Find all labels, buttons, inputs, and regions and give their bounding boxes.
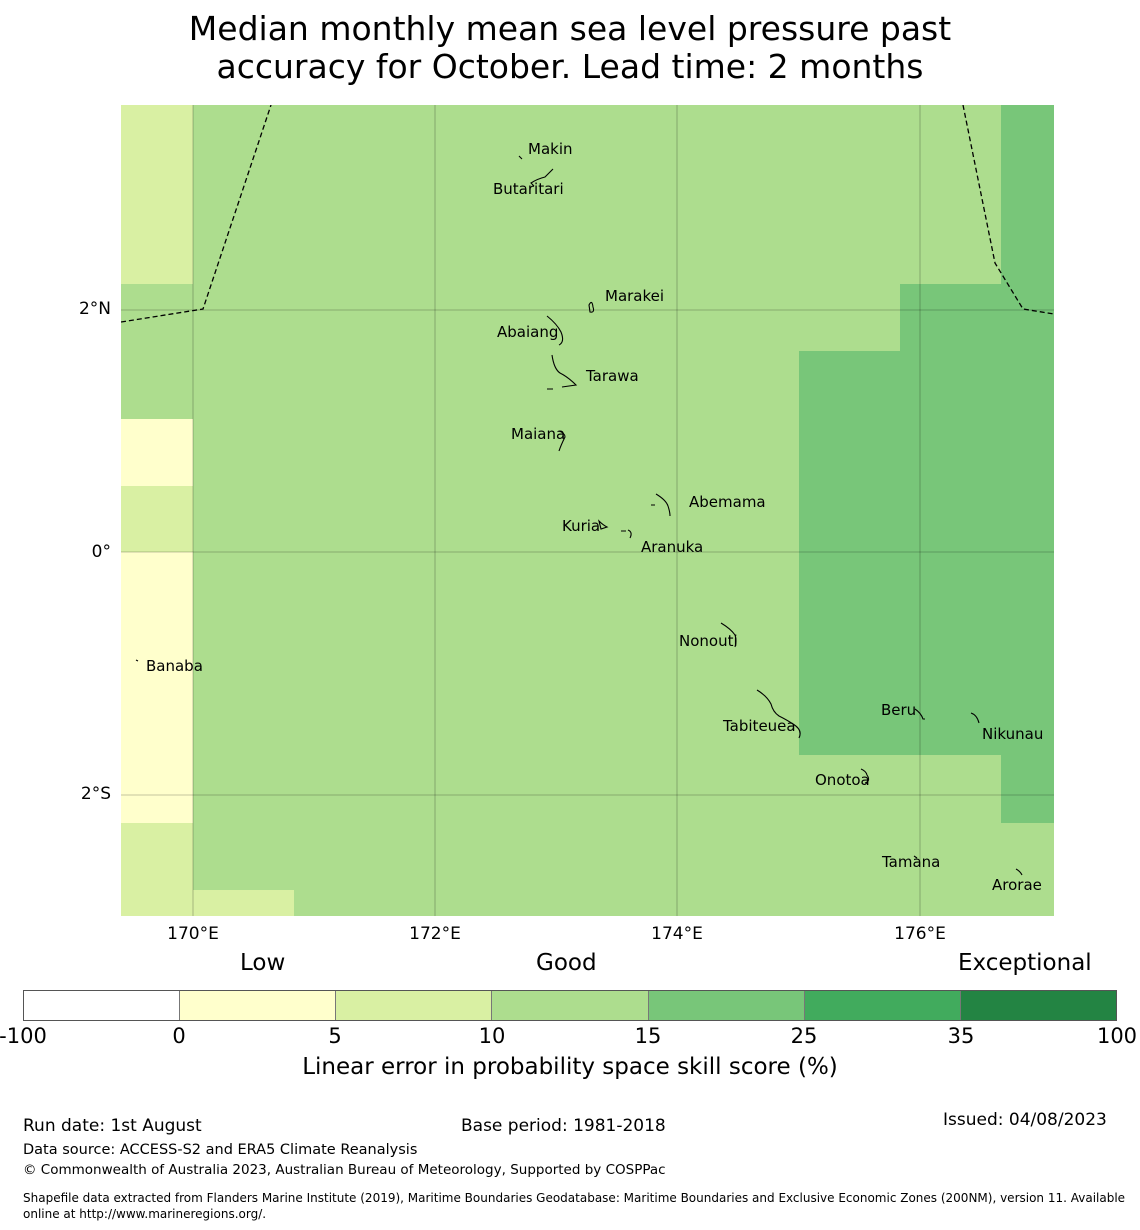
lon-label: 172°E: [409, 924, 461, 944]
place-label: Banaba: [146, 657, 203, 675]
island-banaba: [135, 659, 139, 662]
legend-category-exceptional: Exceptional: [958, 950, 1092, 976]
map-cell-east: [1001, 105, 1054, 284]
eez-boundary-west: [121, 105, 272, 323]
island-tamana: [913, 855, 918, 859]
place-label: Maiana: [511, 425, 565, 443]
colorbar-segment: [960, 991, 1116, 1020]
map-cell-west: [121, 486, 193, 552]
data-source: Data source: ACCESS-S2 and ERA5 Climate …: [23, 1142, 418, 1158]
colorbar-title: Linear error in probability space skill …: [302, 1054, 838, 1080]
chart-title: Median monthly mean sea level pressure p…: [0, 10, 1140, 86]
colorbar-segment: [492, 991, 649, 1020]
place-label: Tabiteuea: [722, 717, 796, 735]
colorbar-tick: 5: [328, 1024, 342, 1048]
map-cell-east: [1001, 755, 1054, 823]
place-label: Arorae: [992, 876, 1042, 894]
place-label: Abaiang: [497, 323, 558, 341]
place-label: Tamana: [881, 853, 940, 871]
island-kuria: [597, 519, 609, 530]
lon-label: 170°E: [167, 924, 219, 944]
colorbar-tick: 0: [172, 1024, 186, 1048]
colorbar-segment: [180, 991, 337, 1020]
place-label: Onotoa: [815, 771, 870, 789]
shapefile-credit-line-2: online at http://www.marineregions.org/.: [23, 1207, 267, 1221]
island-abemama: [651, 493, 671, 517]
island-maiana: [558, 430, 566, 452]
map-cell-west: [121, 823, 193, 916]
title-line-2: accuracy for October. Lead time: 2 month…: [216, 47, 924, 86]
map-cell-east: [799, 351, 1054, 755]
island-beru: [914, 708, 925, 720]
island-butaritari: [530, 168, 554, 187]
colorbar-tick: 35: [947, 1024, 975, 1048]
place-label: Nikunau: [982, 725, 1043, 743]
island-tarawa: [547, 354, 578, 390]
lat-label: 0°: [91, 542, 111, 562]
lon-label: 174°E: [651, 924, 703, 944]
colorbar-tick: 25: [790, 1024, 818, 1048]
colorbar-tick: -100: [0, 1024, 47, 1048]
map-cell-south: [193, 890, 294, 916]
island-aranuka: [621, 529, 632, 539]
title-line-1: Median monthly mean sea level pressure p…: [188, 9, 952, 48]
island-tabiteuea: [756, 689, 801, 739]
colorbar-tick: 100: [1096, 1024, 1138, 1048]
base-period: Base period: 1981-2018: [461, 1116, 666, 1136]
colorbar-tick: 10: [478, 1024, 506, 1048]
map-cell-west: [121, 419, 193, 486]
island-abaiang: [546, 315, 564, 346]
legend-category-good: Good: [536, 950, 597, 976]
lat-label: 2°N: [78, 299, 111, 319]
copyright: © Commonwealth of Australia 2023, Austra…: [23, 1162, 666, 1178]
island-nonouti: [720, 622, 737, 648]
colorbar-segment: [336, 991, 493, 1020]
place-label: Butaritari: [493, 180, 564, 198]
skill-score-map: Makin Butaritari Marakei Abaiang Tarawa …: [121, 105, 1054, 916]
place-label: Kuria: [562, 517, 600, 535]
colorbar: [23, 990, 1117, 1021]
place-label: Abemama: [689, 493, 766, 511]
colorbar-segment: [804, 991, 961, 1020]
island-makin: [518, 155, 523, 160]
island-marakei: [588, 301, 595, 313]
place-label: Beru: [881, 701, 916, 719]
run-date: Run date: 1st August: [23, 1116, 202, 1136]
place-label: Aranuka: [641, 538, 703, 556]
place-label: Tarawa: [585, 367, 639, 385]
lon-label: 176°E: [894, 924, 946, 944]
lat-label: 2°S: [80, 784, 111, 804]
legend-category-low: Low: [240, 950, 286, 976]
map-cell-east: [900, 284, 1054, 351]
island-onotoa: [860, 768, 870, 784]
map-cell-west: [121, 105, 193, 284]
island-nikunau: [970, 712, 980, 724]
map-cell-west: [121, 552, 193, 823]
place-label: Marakei: [605, 287, 664, 305]
place-label: Nonouti: [679, 632, 738, 650]
issued-date: Issued: 04/08/2023: [943, 1110, 1107, 1130]
colorbar-segment: [24, 991, 181, 1020]
place-label: Makin: [528, 140, 573, 158]
colorbar-segment: [648, 991, 805, 1020]
eez-boundary-east: [962, 105, 1054, 315]
colorbar-tick: 15: [634, 1024, 662, 1048]
island-arorae: [1015, 868, 1023, 876]
shapefile-credit-line-1: Shapefile data extracted from Flanders M…: [23, 1191, 1126, 1205]
